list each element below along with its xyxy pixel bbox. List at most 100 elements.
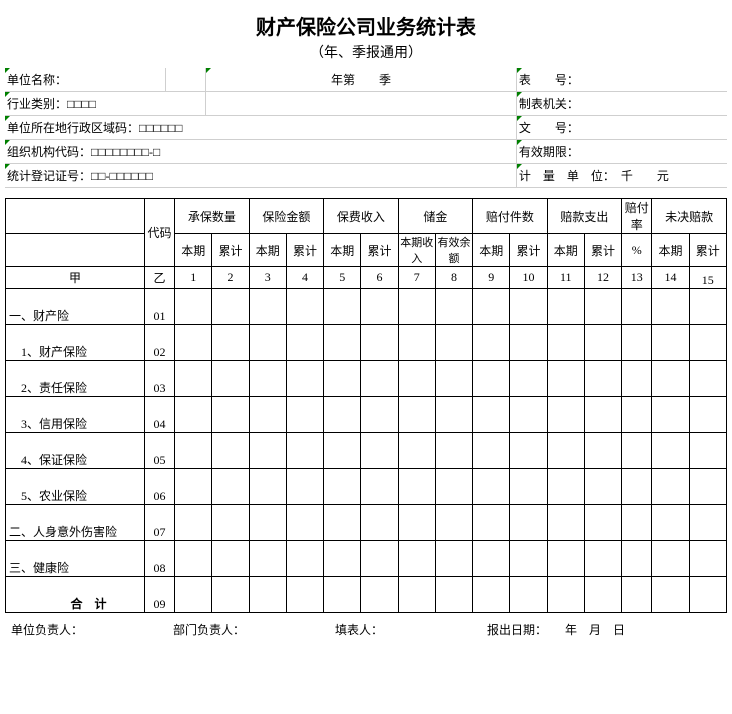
data-cell[interactable]: [622, 541, 652, 577]
data-cell[interactable]: [324, 289, 361, 325]
data-cell[interactable]: [361, 397, 398, 433]
data-cell[interactable]: [622, 577, 652, 613]
data-cell[interactable]: [324, 397, 361, 433]
data-cell[interactable]: [473, 541, 510, 577]
data-cell[interactable]: [622, 325, 652, 361]
data-cell[interactable]: [510, 397, 547, 433]
data-cell[interactable]: [324, 577, 361, 613]
data-cell[interactable]: [361, 505, 398, 541]
data-cell[interactable]: [249, 397, 286, 433]
data-cell[interactable]: [361, 361, 398, 397]
data-cell[interactable]: [689, 289, 726, 325]
data-cell[interactable]: [510, 361, 547, 397]
data-cell[interactable]: [622, 505, 652, 541]
data-cell[interactable]: [473, 469, 510, 505]
data-cell[interactable]: [249, 469, 286, 505]
data-cell[interactable]: [689, 577, 726, 613]
data-cell[interactable]: [652, 541, 689, 577]
data-cell[interactable]: [435, 469, 472, 505]
data-cell[interactable]: [584, 577, 621, 613]
data-cell[interactable]: [212, 469, 249, 505]
data-cell[interactable]: [249, 505, 286, 541]
data-cell[interactable]: [324, 541, 361, 577]
data-cell[interactable]: [212, 505, 249, 541]
data-cell[interactable]: [398, 397, 435, 433]
data-cell[interactable]: [473, 361, 510, 397]
data-cell[interactable]: [652, 433, 689, 469]
data-cell[interactable]: [435, 433, 472, 469]
data-cell[interactable]: [689, 541, 726, 577]
data-cell[interactable]: [584, 433, 621, 469]
data-cell[interactable]: [547, 541, 584, 577]
data-cell[interactable]: [547, 505, 584, 541]
data-cell[interactable]: [689, 433, 726, 469]
data-cell[interactable]: [398, 433, 435, 469]
data-cell[interactable]: [398, 541, 435, 577]
data-cell[interactable]: [175, 505, 212, 541]
data-cell[interactable]: [435, 541, 472, 577]
data-cell[interactable]: [652, 289, 689, 325]
data-cell[interactable]: [689, 505, 726, 541]
data-cell[interactable]: [212, 325, 249, 361]
data-cell[interactable]: [473, 397, 510, 433]
data-cell[interactable]: [249, 433, 286, 469]
data-cell[interactable]: [286, 397, 323, 433]
data-cell[interactable]: [249, 325, 286, 361]
data-cell[interactable]: [584, 325, 621, 361]
data-cell[interactable]: [212, 361, 249, 397]
data-cell[interactable]: [547, 469, 584, 505]
data-cell[interactable]: [510, 289, 547, 325]
data-cell[interactable]: [652, 577, 689, 613]
data-cell[interactable]: [361, 325, 398, 361]
data-cell[interactable]: [435, 325, 472, 361]
data-cell[interactable]: [286, 541, 323, 577]
data-cell[interactable]: [473, 433, 510, 469]
data-cell[interactable]: [212, 397, 249, 433]
data-cell[interactable]: [398, 325, 435, 361]
data-cell[interactable]: [324, 505, 361, 541]
data-cell[interactable]: [689, 397, 726, 433]
data-cell[interactable]: [175, 289, 212, 325]
data-cell[interactable]: [584, 505, 621, 541]
data-cell[interactable]: [510, 433, 547, 469]
data-cell[interactable]: [286, 361, 323, 397]
data-cell[interactable]: [652, 469, 689, 505]
data-cell[interactable]: [435, 577, 472, 613]
data-cell[interactable]: [286, 289, 323, 325]
data-cell[interactable]: [473, 577, 510, 613]
data-cell[interactable]: [361, 433, 398, 469]
data-cell[interactable]: [584, 541, 621, 577]
data-cell[interactable]: [547, 325, 584, 361]
data-cell[interactable]: [622, 397, 652, 433]
data-cell[interactable]: [584, 397, 621, 433]
data-cell[interactable]: [622, 361, 652, 397]
data-cell[interactable]: [286, 325, 323, 361]
data-cell[interactable]: [212, 577, 249, 613]
data-cell[interactable]: [689, 325, 726, 361]
data-cell[interactable]: [622, 289, 652, 325]
data-cell[interactable]: [212, 541, 249, 577]
data-cell[interactable]: [324, 433, 361, 469]
data-cell[interactable]: [249, 541, 286, 577]
data-cell[interactable]: [175, 577, 212, 613]
data-cell[interactable]: [473, 325, 510, 361]
data-cell[interactable]: [175, 433, 212, 469]
data-cell[interactable]: [175, 541, 212, 577]
data-cell[interactable]: [286, 505, 323, 541]
data-cell[interactable]: [398, 505, 435, 541]
data-cell[interactable]: [547, 577, 584, 613]
data-cell[interactable]: [547, 433, 584, 469]
data-cell[interactable]: [547, 289, 584, 325]
data-cell[interactable]: [652, 397, 689, 433]
data-cell[interactable]: [175, 325, 212, 361]
data-cell[interactable]: [510, 541, 547, 577]
data-cell[interactable]: [286, 577, 323, 613]
data-cell[interactable]: [435, 289, 472, 325]
data-cell[interactable]: [175, 397, 212, 433]
data-cell[interactable]: [249, 289, 286, 325]
data-cell[interactable]: [584, 361, 621, 397]
data-cell[interactable]: [547, 397, 584, 433]
data-cell[interactable]: [510, 325, 547, 361]
data-cell[interactable]: [286, 433, 323, 469]
data-cell[interactable]: [473, 505, 510, 541]
